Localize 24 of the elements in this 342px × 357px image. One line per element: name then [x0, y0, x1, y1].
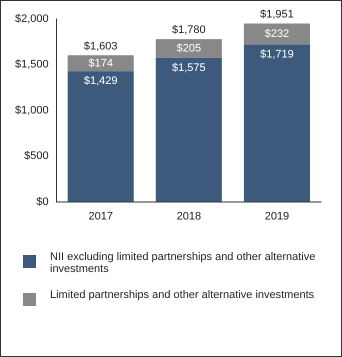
data-label: $1,429: [84, 75, 118, 88]
data-label: $232: [264, 28, 290, 40]
bar: [244, 23, 310, 45]
x-tick-label: 2018: [176, 210, 202, 222]
bar: [68, 71, 134, 202]
total-label: $1,780: [172, 24, 206, 36]
data-label: $205: [176, 42, 202, 55]
y-tick-label: $1,000: [14, 104, 49, 116]
y-tick-label: $0: [36, 196, 49, 208]
bar: [156, 39, 222, 58]
total-label: $1,603: [84, 40, 118, 52]
legend-label: Limited partnerships and other alternative investments: [50, 289, 314, 301]
data-label: $1,719: [260, 48, 294, 61]
y-tick-label: $500: [24, 150, 49, 162]
data-label: $174: [88, 57, 113, 70]
data-label: $1,575: [172, 62, 206, 74]
legend-label: NII excluding limited partnerships and other alternative investments: [50, 251, 316, 275]
bar: [156, 58, 222, 202]
bar: [244, 44, 310, 202]
x-tick-label: 2017: [88, 210, 113, 222]
y-tick-label: $1,500: [14, 58, 49, 71]
y-tick-label: $2,000: [14, 13, 49, 26]
total-label: $1,951: [260, 8, 294, 21]
x-tick-label: 2019: [264, 210, 290, 222]
